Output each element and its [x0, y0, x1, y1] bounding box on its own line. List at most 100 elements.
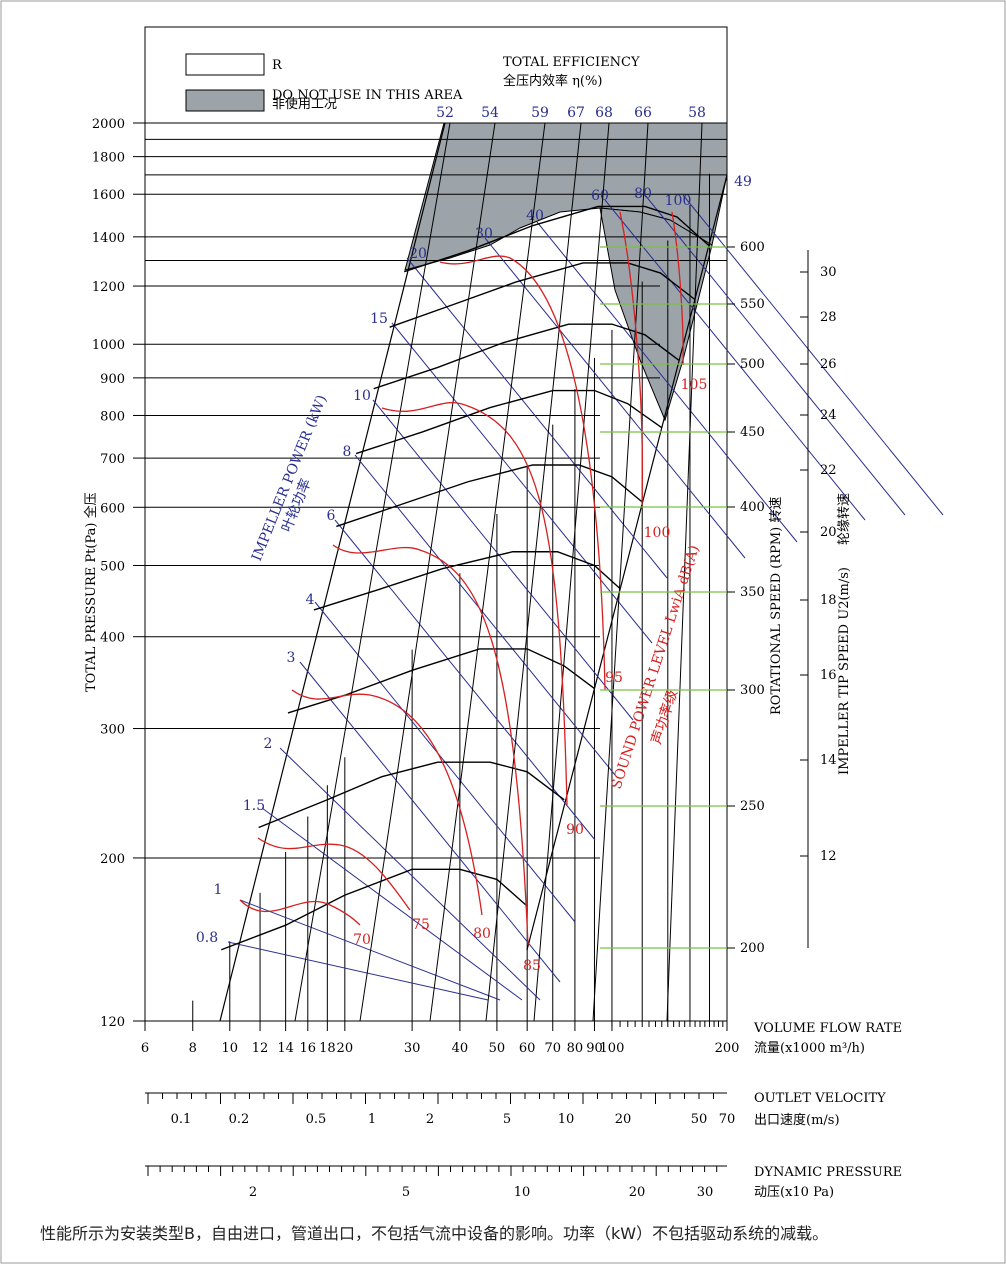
- rpm-curve-350: [313, 551, 621, 611]
- rpm-curve-250: [258, 761, 565, 829]
- efficiency-label: 58: [688, 105, 706, 121]
- efficiency-label: 52: [436, 105, 454, 121]
- rpm-tick-label: 350: [740, 585, 765, 600]
- x-tick-label: 10: [222, 1041, 239, 1056]
- y-axis-label: TOTAL PRESSURE Pt(Pa) 全压: [83, 492, 99, 692]
- sound-label: 85: [523, 958, 541, 974]
- boundary-left: [219, 122, 446, 1022]
- sound-label: 90: [566, 822, 584, 838]
- power-label: 4: [306, 592, 315, 608]
- tip-tick-label: 26: [820, 357, 837, 372]
- y-tick-label: 600: [100, 501, 125, 516]
- y-tick-label: 900: [100, 372, 125, 387]
- sound-label: 95: [605, 670, 623, 686]
- y-tick-label: 1400: [92, 231, 125, 246]
- chart-footnote: 性能所示为安装类型B，自由进口，管道出口，不包括气流中设备的影响。功率（kW）不…: [40, 1224, 829, 1243]
- efficiency-line: [666, 122, 703, 1022]
- rpm-tick-label: 550: [740, 297, 765, 312]
- rpm-axis-label: ROTATIONAL SPEED (RPM) 转速: [769, 497, 784, 715]
- rpm-tick-label: 400: [740, 500, 765, 515]
- rpm-curve-200: [221, 868, 528, 951]
- y-tick-label: 400: [100, 631, 125, 646]
- sound-label: 80: [473, 926, 491, 942]
- power-label: 0.8: [196, 930, 218, 946]
- x-axis-label: VOLUME FLOW RATE: [753, 1021, 902, 1036]
- power-line: [682, 194, 944, 516]
- sound-label: 70: [353, 932, 371, 948]
- power-label: 8: [343, 444, 352, 460]
- sound-curve-80: [291, 689, 483, 916]
- velocity-tick-label: 0.2: [229, 1112, 250, 1127]
- rpm-tick-label: 250: [740, 799, 765, 814]
- velocity-tick-label: 70: [719, 1112, 736, 1127]
- tip-tick-label: 24: [820, 408, 837, 423]
- efficiency-label: 66: [634, 105, 652, 121]
- y-tick-label: 300: [100, 723, 125, 738]
- sound-curve-90: [381, 401, 568, 806]
- tip-tick-label: 30: [820, 265, 837, 280]
- y-tick-label: 1600: [92, 188, 125, 203]
- y-tick-label: 120: [100, 1015, 125, 1030]
- rpm-curve-550: [389, 262, 696, 328]
- y-tick-label: 800: [100, 409, 125, 424]
- rpm-curve-400: [336, 464, 643, 528]
- dynamic-tick-label: 10: [514, 1185, 531, 1200]
- power-label: 100: [665, 193, 692, 209]
- tip-tick-label: 18: [820, 593, 837, 608]
- x-tick-label: 6: [141, 1041, 149, 1056]
- tip-tick-label: 28: [820, 310, 837, 325]
- x-tick-label: 20: [337, 1041, 354, 1056]
- rpm-curve-450: [355, 389, 663, 455]
- tip-tick-label: 16: [820, 668, 837, 683]
- rpm-curve-600: [403, 205, 710, 273]
- legend-r-box: [185, 53, 265, 76]
- tip-tick-label: 20: [820, 525, 837, 540]
- power-label: 6: [327, 508, 336, 524]
- power-line: [279, 747, 541, 1001]
- sound-curve-75: [257, 837, 411, 911]
- x-tick-label: 90: [586, 1041, 603, 1056]
- legend-grey-label-cn: 非使用工况: [272, 96, 337, 112]
- y-tick-label: 1800: [92, 151, 125, 166]
- legend-r-label: R: [272, 58, 283, 73]
- power-label: 2: [264, 736, 273, 752]
- y-tick-label: 500: [100, 559, 125, 574]
- x-tick-label: 14: [277, 1041, 294, 1056]
- velocity-tick-label: 0.5: [306, 1112, 327, 1127]
- chart-title: TOTAL EFFICIENCY: [503, 55, 640, 70]
- efficiency-label: 68: [595, 105, 613, 121]
- sound-label: 105: [681, 377, 708, 393]
- y-tick-label: 1200: [92, 280, 125, 295]
- x-tick-label: 50: [489, 1041, 506, 1056]
- x-tick-label: 80: [567, 1041, 584, 1056]
- efficiency-label: 49: [734, 174, 752, 190]
- efficiency-label: 59: [531, 105, 549, 121]
- y-tick-label: 2000: [92, 117, 125, 132]
- dynamic-tick-label: 5: [402, 1185, 410, 1200]
- legend-grey-label: DO NOT USE IN THIS AREA: [272, 88, 463, 103]
- power-line: [372, 399, 634, 721]
- efficiency-line: [429, 122, 546, 1022]
- power-label: 3: [287, 650, 296, 666]
- power-line: [354, 454, 616, 776]
- power-line: [334, 519, 596, 841]
- sound-curve-105: [671, 211, 684, 366]
- power-line: [644, 194, 906, 516]
- x-tick-label: 18: [319, 1041, 336, 1056]
- x-axis-label-cn: 流量(x1000 m³/h): [754, 1041, 865, 1056]
- efficiency-line: [485, 122, 582, 1022]
- dynamic-tick-label: 30: [697, 1185, 714, 1200]
- x-tick-label: 100: [600, 1041, 625, 1056]
- tip-axis-label-cn: 轮缘转速: [837, 493, 852, 545]
- sound-label: 75: [412, 917, 430, 933]
- power-label: 30: [475, 226, 493, 242]
- power-line: [227, 941, 489, 1001]
- power-label: 60: [591, 188, 609, 204]
- power-line: [299, 661, 561, 983]
- x-tick-label: 70: [544, 1041, 561, 1056]
- power-line: [536, 221, 798, 543]
- power-label: 80: [634, 186, 652, 202]
- rpm-tick-label: 600: [740, 240, 765, 255]
